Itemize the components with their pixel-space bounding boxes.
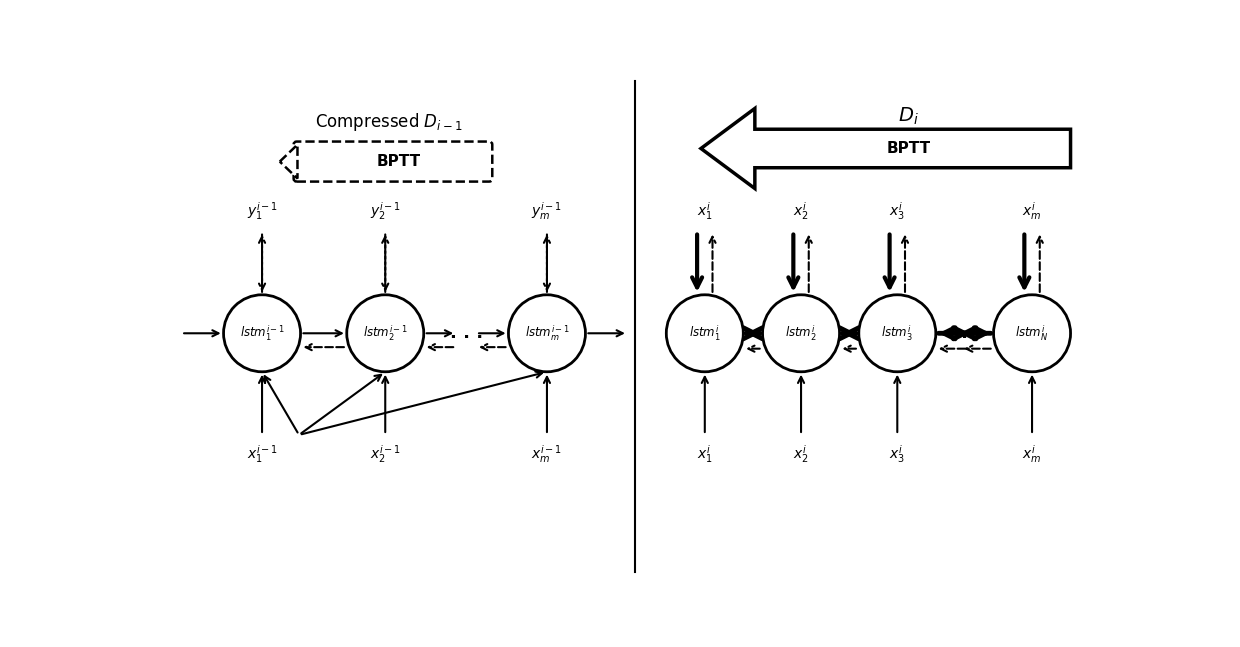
- Polygon shape: [701, 109, 1070, 188]
- Text: $x_1^{i-1}$: $x_1^{i-1}$: [247, 443, 278, 465]
- Text: $lstm_2^{i-1}$: $lstm_2^{i-1}$: [363, 324, 408, 343]
- Text: $D_i$: $D_i$: [899, 105, 919, 127]
- Text: $x_1^{i}$: $x_1^{i}$: [697, 201, 713, 223]
- Text: $x_m^{i}$: $x_m^{i}$: [1022, 443, 1042, 465]
- Text: $x_2^{i}$: $x_2^{i}$: [794, 443, 808, 465]
- Text: $lstm_N^{i}$: $lstm_N^{i}$: [1016, 324, 1049, 343]
- Circle shape: [993, 295, 1070, 372]
- Circle shape: [223, 295, 300, 372]
- Text: $x_1^{i}$: $x_1^{i}$: [697, 443, 713, 465]
- Text: $x_2^{i}$: $x_2^{i}$: [794, 201, 808, 223]
- Polygon shape: [280, 145, 298, 179]
- FancyBboxPatch shape: [294, 142, 492, 182]
- Text: $lstm_3^{i}$: $lstm_3^{i}$: [882, 324, 914, 343]
- Text: $x_3^{i}$: $x_3^{i}$: [889, 443, 905, 465]
- Text: $y_1^{i-1}$: $y_1^{i-1}$: [247, 201, 278, 223]
- Text: $lstm_1^{i}$: $lstm_1^{i}$: [689, 324, 720, 343]
- Circle shape: [859, 295, 936, 372]
- Text: BPTT: BPTT: [887, 141, 931, 156]
- Text: $x_3^{i}$: $x_3^{i}$: [889, 201, 905, 223]
- Circle shape: [763, 295, 839, 372]
- Text: $y_m^{i-1}$: $y_m^{i-1}$: [532, 201, 563, 223]
- Text: $x_m^{i}$: $x_m^{i}$: [1022, 201, 1042, 223]
- Circle shape: [666, 295, 743, 372]
- Text: $lstm_m^{i-1}$: $lstm_m^{i-1}$: [525, 324, 569, 343]
- Text: $lstm_2^{i}$: $lstm_2^{i}$: [785, 324, 817, 343]
- Text: $x_2^{i-1}$: $x_2^{i-1}$: [370, 443, 401, 465]
- Text: $lstm_1^{i-1}$: $lstm_1^{i-1}$: [239, 324, 284, 343]
- Text: $x_m^{i-1}$: $x_m^{i-1}$: [532, 443, 563, 465]
- Text: . . .: . . .: [450, 324, 482, 342]
- Circle shape: [508, 295, 585, 372]
- Text: $y_2^{i-1}$: $y_2^{i-1}$: [370, 201, 401, 223]
- Circle shape: [347, 295, 424, 372]
- Text: Compressed $D_{i-1}$: Compressed $D_{i-1}$: [315, 111, 463, 133]
- Text: BPTT: BPTT: [377, 154, 422, 169]
- Text: . . .: . . .: [949, 324, 981, 342]
